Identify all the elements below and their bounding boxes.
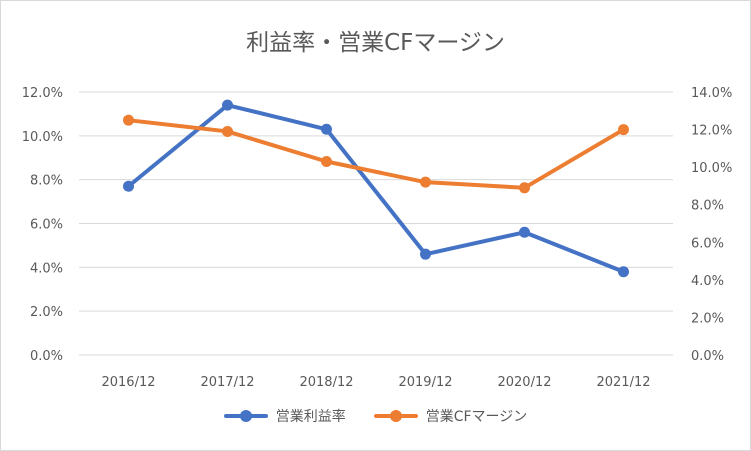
series-line-1 (126, 118, 626, 190)
x-axis-tick-label: 2018/12 (299, 375, 353, 390)
legend-item-operating-margin: 営業利益率 (223, 406, 346, 426)
series-point-0 (519, 226, 530, 238)
chart-title: 利益率・営業CFマージン (246, 30, 505, 56)
series-line-0 (126, 103, 626, 274)
series-point-0 (321, 123, 332, 135)
left-axis-tick-label: 8.0% (30, 174, 63, 189)
left-axis-tick-label: 12.0% (22, 86, 63, 101)
x-axis-tick-label: 2017/12 (200, 375, 254, 390)
x-axis-tick-label: 2021/12 (596, 375, 650, 390)
legend-label-operating-margin: 営業利益率 (275, 409, 346, 425)
right-axis-tick-label: 12.0% (691, 124, 732, 139)
left-axis-tick-label: 6.0% (30, 218, 63, 233)
right-axis-tick-label: 6.0% (691, 236, 724, 251)
series-point-0 (420, 248, 431, 260)
x-axis-tick-label: 2019/12 (398, 375, 452, 390)
right-axis-tick-label: 10.0% (691, 161, 732, 176)
left-axis-tick-label: 0.0% (30, 349, 63, 364)
x-axis-tick-label: 2020/12 (497, 375, 551, 390)
series-point-0 (618, 266, 629, 278)
left-axis-tick-label: 10.0% (22, 130, 63, 145)
series-point-1 (222, 125, 233, 137)
right-axis-tick-label: 4.0% (691, 274, 724, 289)
left-axis-tick-label: 2.0% (30, 305, 63, 320)
series-point-1 (123, 114, 134, 126)
x-axis-tick-label: 2016/12 (101, 375, 155, 390)
legend-label-cf-margin: 営業CFマージン (425, 409, 528, 425)
right-axis-tick-label: 2.0% (691, 311, 724, 326)
right-axis-tick-label: 0.0% (691, 349, 724, 364)
legend-swatch-operating-margin (223, 410, 268, 422)
series-point-0 (222, 99, 233, 111)
legend-swatch-cf-margin (373, 410, 418, 422)
series-point-1 (420, 176, 431, 188)
left-axis-tick-label: 4.0% (30, 261, 63, 276)
series-point-1 (519, 182, 530, 194)
chart-legend: 営業利益率 営業CFマージン (1, 406, 750, 426)
series-point-0 (123, 180, 134, 192)
series-point-1 (321, 156, 332, 168)
right-axis-tick-label: 14.0% (691, 86, 732, 101)
legend-item-cf-margin: 営業CFマージン (373, 406, 528, 426)
right-axis-tick-label: 8.0% (691, 199, 724, 214)
series-point-1 (618, 124, 629, 136)
